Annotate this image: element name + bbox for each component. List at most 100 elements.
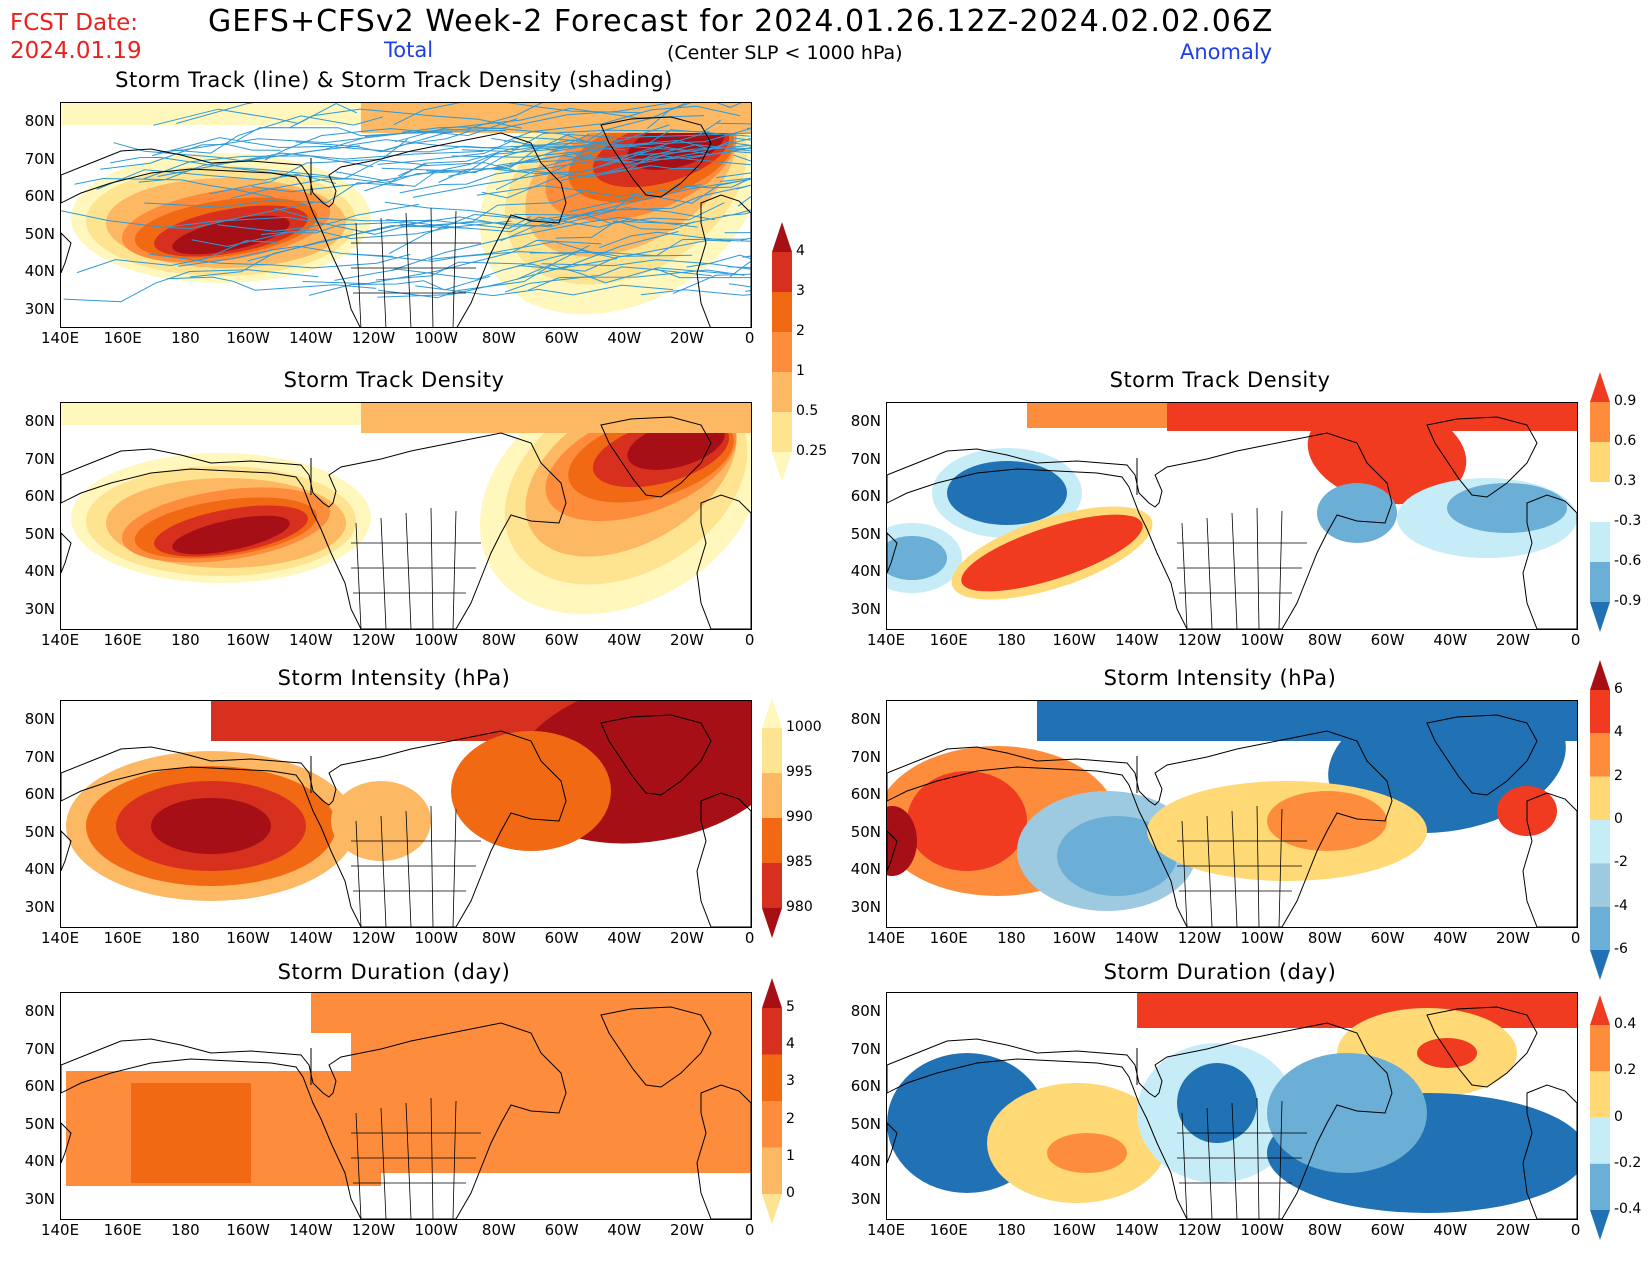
land-outline xyxy=(887,1122,898,1164)
storm-track xyxy=(399,153,591,194)
colorbar-label: 2 xyxy=(1614,767,1623,784)
arctic-band-mid xyxy=(361,403,751,433)
colorbar-top-arrow xyxy=(772,222,792,252)
shading-region xyxy=(1047,1133,1127,1173)
colorbar-swatch xyxy=(772,252,792,292)
colorbar-label: 5 xyxy=(786,999,795,1015)
colorbar-swatch xyxy=(762,863,782,908)
colorbar-label: -0.2 xyxy=(1614,1154,1642,1171)
lon-tick-label: 60W xyxy=(544,329,579,347)
colorbar-label: -6 xyxy=(1614,941,1628,957)
storm-track xyxy=(541,259,751,270)
storm-track xyxy=(716,122,751,125)
lon-tick-label: 140E xyxy=(866,929,906,947)
storm-track xyxy=(654,267,751,279)
lon-tick-label: 40W xyxy=(1433,631,1468,649)
lon-tick-label: 40W xyxy=(607,329,642,347)
colorbar-top-arrow xyxy=(762,698,782,728)
colorbar-swatch xyxy=(1590,1117,1610,1164)
fcst-date-value: 2024.01.19 xyxy=(10,38,142,64)
colorbar-swatch xyxy=(1590,690,1610,734)
lon-tick-label: 140W xyxy=(289,1221,333,1239)
colorbar-bottom-arrow xyxy=(762,908,782,938)
lon-tick-label: 80W xyxy=(481,1221,516,1239)
lat-tick-label: 70N xyxy=(24,449,55,468)
lon-tick-label: 60W xyxy=(544,929,579,947)
lat-tick-label: 30N xyxy=(850,1189,881,1208)
lon-tick-label: 100W xyxy=(414,631,458,649)
lon-tick-label: 180 xyxy=(171,929,200,947)
panel-title-duration-total: Storm Duration (day) xyxy=(277,960,511,984)
colorbar-label: 2 xyxy=(796,323,805,339)
shading-region xyxy=(451,731,611,851)
lon-tick-label: 160E xyxy=(103,1221,142,1239)
lon-tick-label: 0 xyxy=(744,1221,755,1239)
colorbar-bottom-arrow xyxy=(1590,1210,1610,1240)
lat-tick-label: 60N xyxy=(24,487,55,505)
arctic-band-mid xyxy=(361,103,751,133)
lon-tick-label: 180 xyxy=(997,1221,1026,1239)
land-outline xyxy=(600,1006,712,1088)
lat-tick-label: 50N xyxy=(24,224,55,243)
storm-track xyxy=(728,283,751,288)
colorbar-label: 0.6 xyxy=(1614,433,1637,449)
land-outline xyxy=(61,730,567,927)
total-label: Total xyxy=(384,38,434,62)
lat-tick-label: 60N xyxy=(850,487,881,505)
storm-track xyxy=(500,178,751,242)
shading-region xyxy=(887,806,917,876)
storm-track xyxy=(543,184,751,227)
colorbar-label: 0 xyxy=(1614,811,1623,827)
shading-region xyxy=(1417,1038,1477,1068)
lon-tick-label: 140W xyxy=(1115,631,1159,649)
lon-tick-label: 100W xyxy=(1240,929,1284,947)
lon-tick-label: 40W xyxy=(1433,1221,1468,1239)
land-outline xyxy=(61,432,567,629)
lat-tick-label: 50N xyxy=(24,822,55,841)
lon-tick-label: 140W xyxy=(1115,1221,1159,1239)
land-outline xyxy=(61,132,567,327)
shading-region xyxy=(961,514,1143,592)
shading-region xyxy=(1267,1053,1427,1173)
panel-title-density-anom: Storm Track Density xyxy=(1109,368,1331,392)
land-outline xyxy=(887,432,1393,629)
lon-tick-label: 180 xyxy=(171,631,200,649)
lat-tick-label: 40N xyxy=(850,562,881,580)
storm-track xyxy=(398,150,649,177)
lon-tick-label: 160E xyxy=(929,1221,968,1239)
colorbar-swatch xyxy=(772,332,792,372)
land-outline xyxy=(887,532,898,574)
lat-tick-label: 80N xyxy=(24,412,55,430)
lat-tick-label: 50N xyxy=(850,524,881,543)
lon-tick-label: 80W xyxy=(1307,929,1342,947)
storm-track xyxy=(616,127,751,148)
colorbar-swatch xyxy=(762,1054,782,1101)
lat-tick-label: 30N xyxy=(24,897,55,916)
storm-track xyxy=(222,159,427,180)
colorbar-swatch xyxy=(1590,442,1610,482)
lat-tick-label: 80N xyxy=(24,710,55,728)
storm-track xyxy=(176,103,254,124)
lon-tick-label: 140E xyxy=(40,631,80,649)
lon-tick-label: 100W xyxy=(414,929,458,947)
colorbar-label: -0.6 xyxy=(1614,553,1642,569)
lon-tick-label: 140W xyxy=(289,631,333,649)
storm-track xyxy=(514,136,751,150)
storm-track xyxy=(603,155,751,174)
lon-tick-label: 100W xyxy=(414,1221,458,1239)
lon-tick-label: 0 xyxy=(1570,929,1581,947)
land-outline xyxy=(1522,792,1577,927)
panel-title-density-total: Storm Track Density xyxy=(283,368,505,392)
colorbar-label: -0.3 xyxy=(1614,513,1642,529)
storm-track xyxy=(426,144,689,174)
shading-region xyxy=(172,215,290,255)
lon-tick-label: 180 xyxy=(171,1221,200,1239)
storm-track xyxy=(377,231,679,298)
storm-track xyxy=(191,221,413,248)
state-borders xyxy=(1177,507,1307,629)
storm-track xyxy=(599,231,751,249)
shading-region xyxy=(1447,483,1567,533)
colorbar-bottom-arrow xyxy=(772,452,792,482)
lat-tick-label: 40N xyxy=(850,1152,881,1170)
shading-region xyxy=(172,515,290,555)
